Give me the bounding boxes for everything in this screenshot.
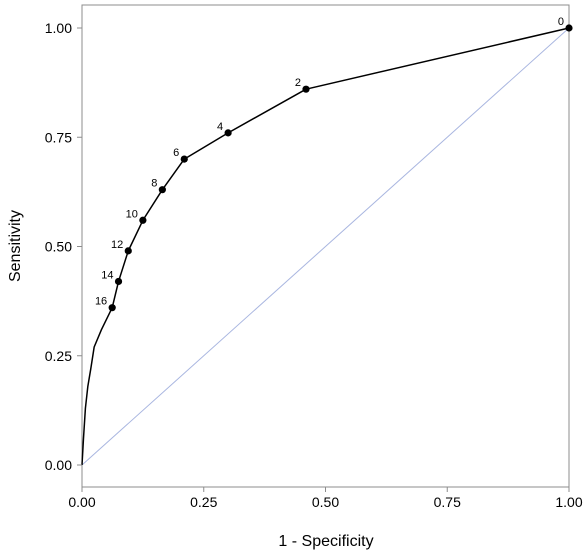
point-marker: [302, 85, 310, 93]
y-axis-title: Sensitivity: [7, 210, 24, 282]
point-marker: [224, 129, 232, 137]
reference-layer: [81, 27, 570, 466]
y-axis: 0.00 0.25 0.50 0.75 1.00: [45, 20, 82, 473]
y-tick-label: 1.00: [45, 20, 72, 36]
y-tick-label: 0.75: [45, 129, 72, 145]
x-axis-title: 1 - Specificity: [278, 533, 373, 550]
point-marker: [108, 304, 116, 312]
reference-line: [81, 27, 570, 466]
y-tick-label: 0.00: [45, 457, 72, 473]
point-label: 16: [95, 296, 107, 308]
point-marker: [158, 186, 166, 194]
point-label: 0: [558, 16, 564, 28]
point-label: 10: [126, 208, 138, 220]
x-tick-label: 0.25: [190, 494, 217, 510]
curve-layer: [81, 27, 570, 466]
point-label: 12: [111, 239, 123, 251]
points-layer: 0 2 4 6 8 10 12 14 16: [95, 16, 573, 312]
point-label: 4: [217, 121, 223, 133]
y-tick-label: 0.50: [45, 239, 72, 255]
point-label: 2: [295, 77, 301, 89]
x-tick-label: 0.75: [434, 494, 461, 510]
point-marker: [124, 247, 132, 255]
x-tick-label: 0.50: [312, 494, 339, 510]
x-axis: 0.00 0.25 0.50 0.75 1.00: [68, 487, 583, 510]
point-label: 14: [101, 269, 113, 281]
point-marker: [180, 155, 188, 163]
point-marker: [114, 277, 123, 286]
point-label: 8: [151, 178, 157, 190]
y-tick-label: 0.25: [45, 348, 72, 364]
point-marker: [565, 24, 573, 32]
x-tick-label: 0.00: [68, 494, 95, 510]
roc-curve: [81, 27, 570, 466]
x-tick-label: 1.00: [555, 494, 582, 510]
point-marker: [139, 216, 147, 224]
point-label: 6: [173, 147, 179, 159]
